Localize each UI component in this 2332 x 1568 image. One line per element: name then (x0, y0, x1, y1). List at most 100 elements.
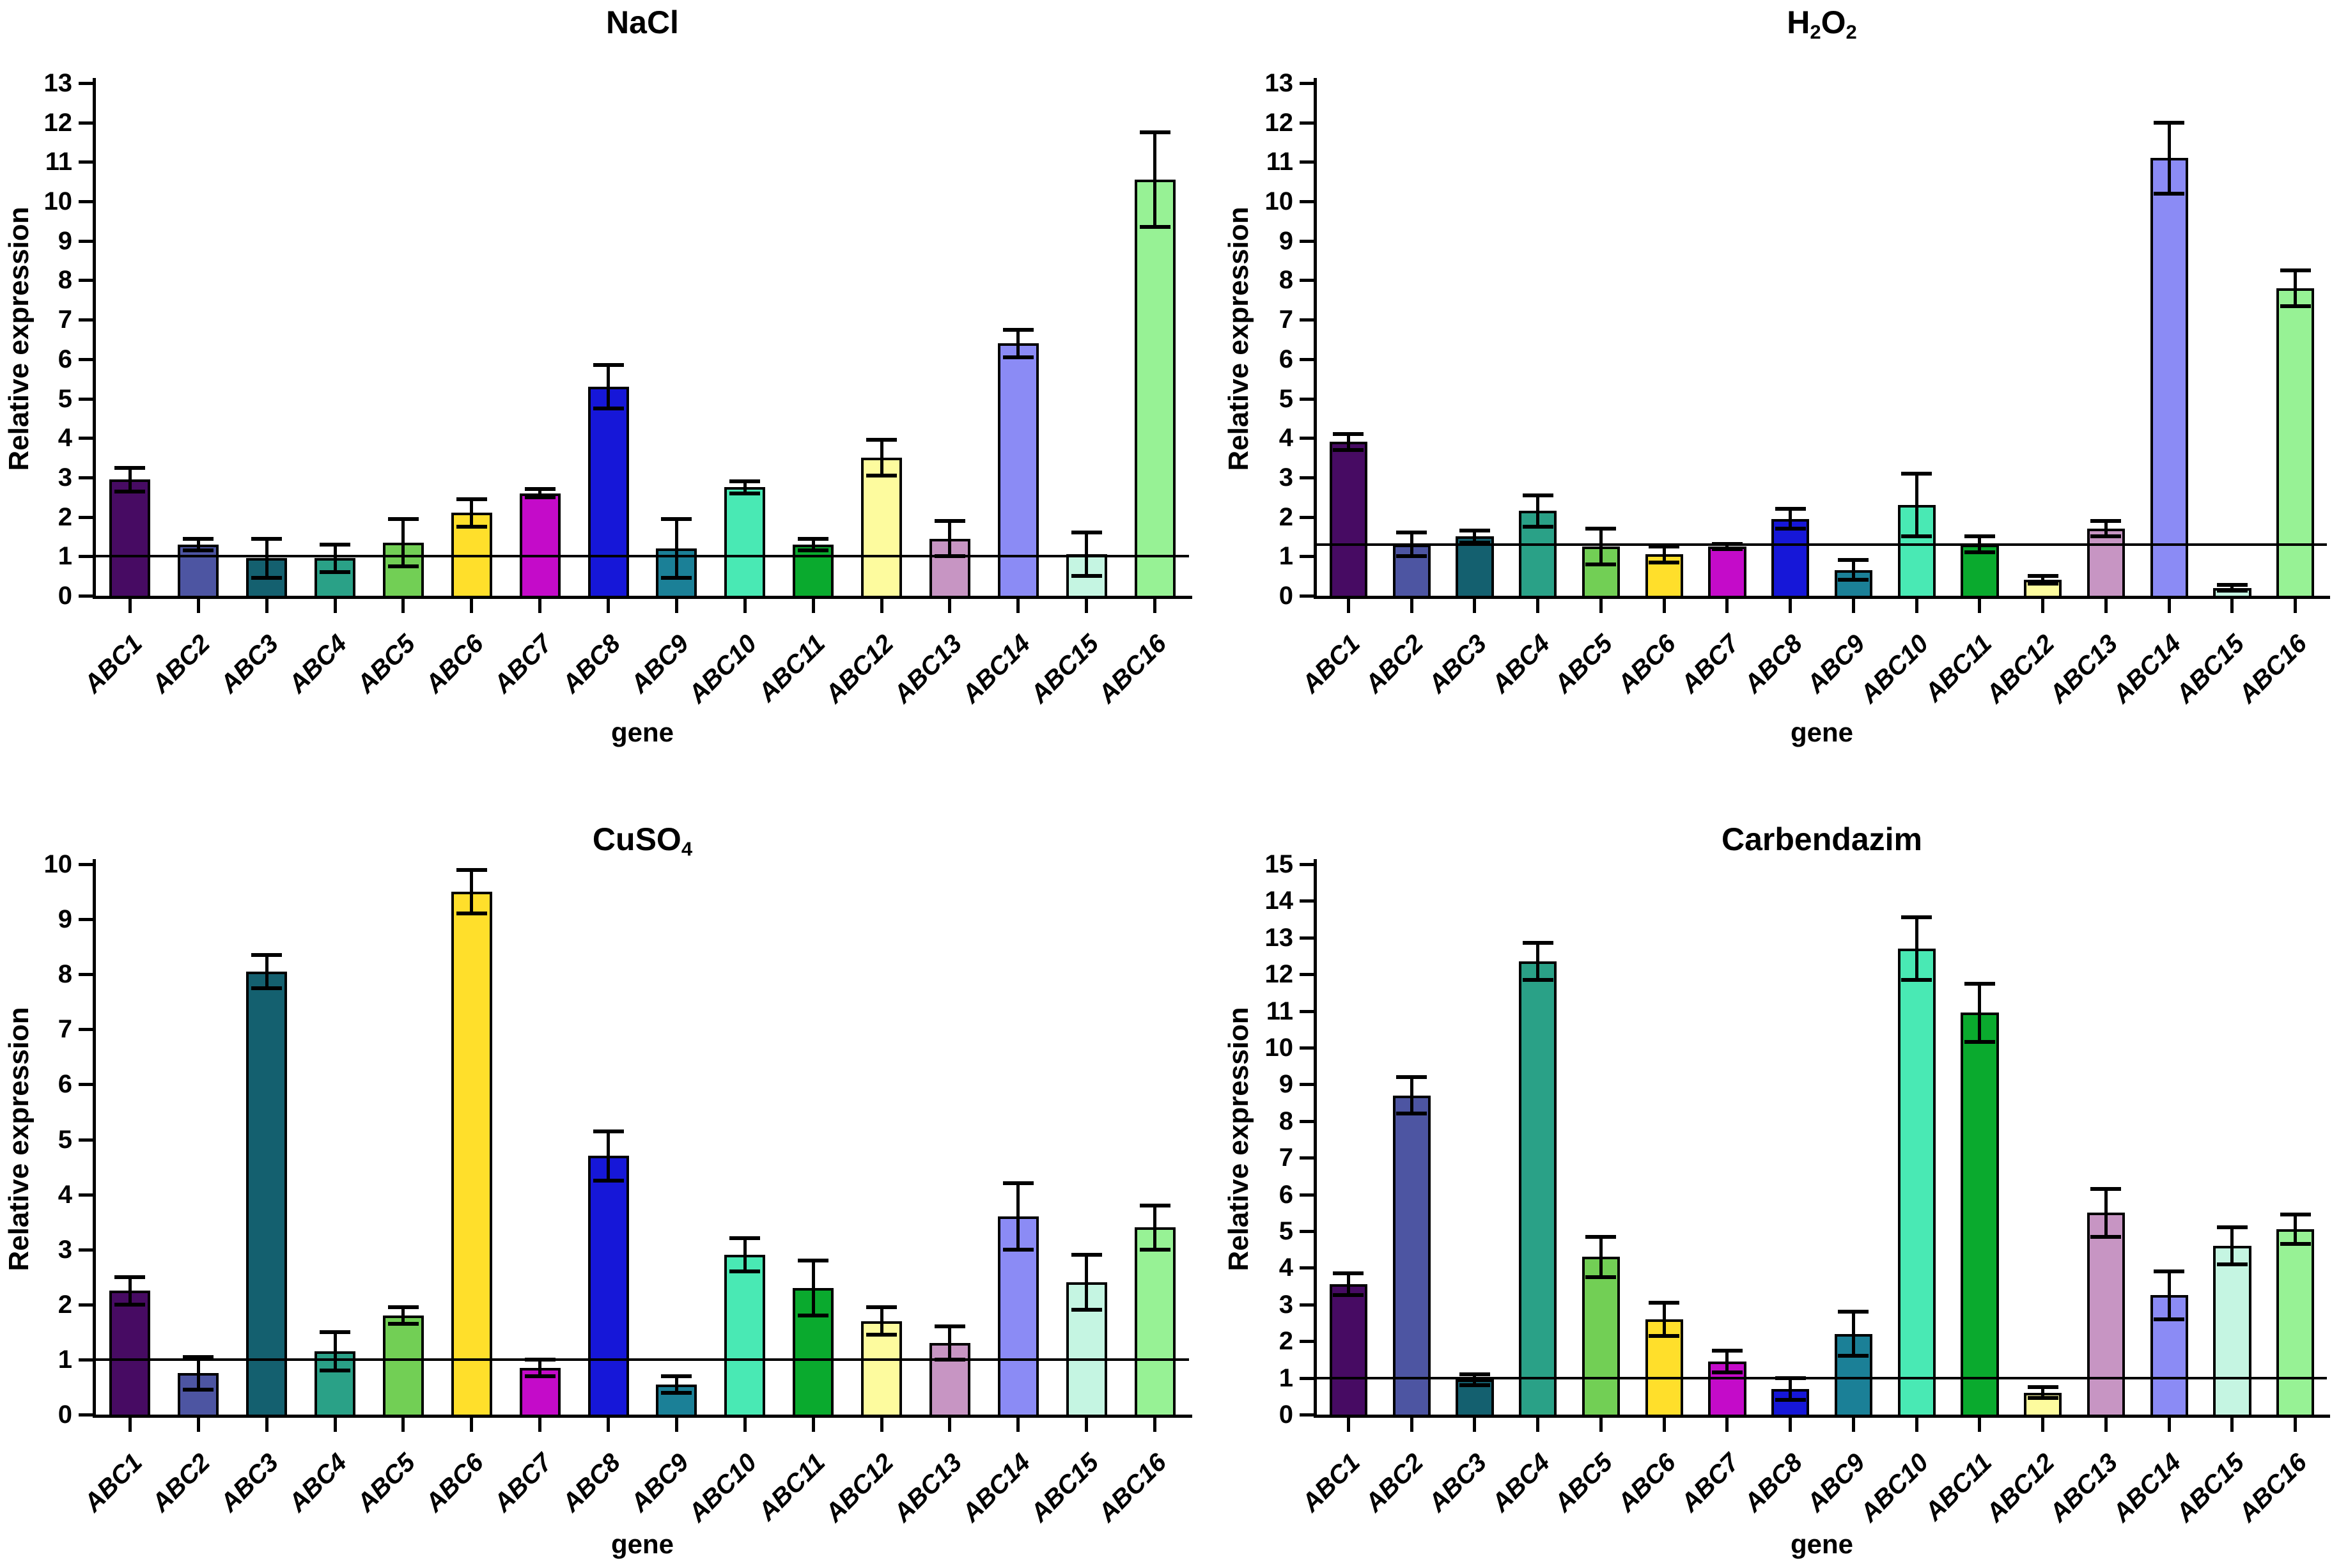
y-tick-label: 5 (58, 384, 72, 413)
error-bar-stem (1346, 1273, 1350, 1296)
x-tick-mark (674, 1418, 678, 1432)
y-tick-label: 3 (1279, 463, 1293, 492)
error-bar-cap-bottom (1775, 1398, 1806, 1402)
error-bar-cap-bottom (320, 1369, 351, 1373)
error-bar-stem (2294, 270, 2297, 306)
error-bar-cap-bottom (1071, 1308, 1102, 1312)
x-tick-mark (2104, 1418, 2108, 1432)
y-tick-label: 0 (1279, 1401, 1293, 1429)
bar-ABC1 (1329, 442, 1367, 598)
bar-ABC16 (2276, 288, 2315, 598)
error-bar-cap-top (1838, 558, 1869, 563)
error-bar-cap-top (2216, 583, 2248, 587)
error-bar-cap-bottom (183, 1388, 214, 1392)
y-tick-mark (79, 1303, 93, 1307)
bar-ABC8 (587, 387, 629, 598)
y-tick-label: 11 (1266, 997, 1293, 1025)
error-bar-cap-top (1139, 1203, 1170, 1207)
error-bar-cap-top (1711, 1348, 1743, 1353)
x-tick-mark (1662, 1418, 1666, 1432)
x-tick-mark (948, 599, 952, 613)
bar-ABC14 (997, 343, 1039, 598)
error-bar-cap-bottom (2090, 1234, 2122, 1239)
x-tick-mark (2104, 599, 2108, 613)
x-tick-mark (880, 1418, 883, 1432)
y-tick-label: 7 (58, 306, 72, 334)
chart-title: H2O2 (1534, 4, 2110, 44)
error-bar-cap-bottom (1964, 1040, 1995, 1044)
y-tick-label: 13 (1264, 69, 1294, 97)
title-subscript: 2 (1846, 20, 1857, 43)
error-bar-stem (1346, 434, 1350, 450)
error-bar-stem (1536, 943, 1540, 980)
error-bar-cap-bottom (1649, 560, 1680, 564)
y-tick-label: 10 (43, 187, 73, 216)
bar-ABC6 (451, 892, 492, 1417)
error-bar-cap-top (387, 516, 419, 521)
error-bar-cap-bottom (866, 473, 898, 477)
error-bar-cap-top (320, 1330, 351, 1334)
x-axis-title: gene (1790, 717, 1854, 747)
y-tick-label: 0 (58, 582, 72, 610)
x-tick-mark (1851, 599, 1855, 613)
bar-ABC7 (519, 493, 561, 598)
error-bar-cap-bottom (1775, 527, 1806, 531)
error-bar-stem (1789, 1378, 1792, 1401)
error-bar-cap-bottom (1139, 225, 1170, 229)
error-bar-stem (401, 518, 405, 566)
error-bar-stem (470, 869, 474, 914)
x-tick-mark (1789, 1418, 1792, 1432)
y-tick-label: 8 (58, 960, 72, 989)
y-axis-title: Relative expression (1223, 1006, 1254, 1271)
error-bar-stem (128, 467, 132, 492)
bar-ABC10 (724, 487, 766, 598)
y-axis-line (93, 78, 96, 599)
y-tick-label: 7 (58, 1015, 72, 1044)
bar-ABC1 (109, 479, 151, 598)
error-bar-cap-bottom (661, 576, 692, 580)
y-tick-label: 3 (1279, 1290, 1293, 1319)
y-tick-mark (1300, 437, 1314, 440)
bar-ABC3 (1456, 536, 1494, 598)
error-bar-stem (880, 1307, 883, 1335)
x-tick-mark (2167, 1418, 2171, 1432)
y-tick-mark (79, 1138, 93, 1142)
y-tick-mark (1300, 1046, 1314, 1050)
error-bar-stem (2230, 585, 2234, 591)
bar-ABC11 (793, 544, 834, 598)
y-tick-mark (1300, 279, 1314, 283)
error-bar-cap-top (593, 1129, 624, 1133)
error-bar-stem (607, 365, 610, 408)
error-bar-stem (2167, 1271, 2171, 1319)
x-axis-title: gene (1790, 1529, 1854, 1559)
x-tick-mark (265, 599, 268, 613)
error-bar-stem (1599, 529, 1603, 564)
x-tick-mark (1346, 599, 1350, 613)
y-tick-mark (1300, 1193, 1314, 1197)
error-bar-cap-bottom (2090, 534, 2122, 539)
error-bar-cap-top (1649, 1300, 1680, 1305)
x-tick-mark (743, 1418, 747, 1432)
x-category-label-ABC16: ABC16 (1092, 629, 1172, 709)
error-bar-stem (1473, 1374, 1477, 1386)
x-tick-mark (128, 1418, 132, 1432)
x-tick-mark (743, 599, 747, 613)
error-bar-stem (607, 1131, 610, 1181)
error-bar-cap-top (251, 953, 283, 958)
bar-ABC1 (1329, 1284, 1367, 1417)
y-tick-label: 9 (58, 905, 72, 934)
error-bar-cap-top (1333, 1271, 1364, 1275)
x-tick-mark (401, 599, 405, 613)
x-tick-mark (607, 599, 610, 613)
y-tick-label: 9 (1279, 226, 1293, 255)
y-tick-mark (1300, 1083, 1314, 1087)
error-bar-cap-bottom (1071, 574, 1102, 578)
error-bar-cap-bottom (2027, 1396, 2058, 1401)
y-tick-mark (79, 515, 93, 519)
error-bar-stem (538, 489, 542, 497)
error-bar-stem (2104, 520, 2108, 537)
reference-line (96, 555, 1189, 558)
x-category-label-wrap: ABC16 (2124, 1444, 2313, 1528)
error-bar-stem (1085, 1255, 1089, 1310)
error-bar-stem (1153, 132, 1157, 228)
